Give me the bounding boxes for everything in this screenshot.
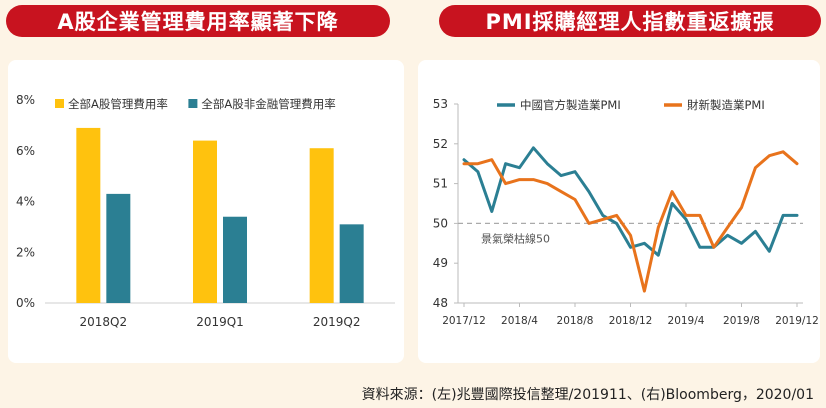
legend-label: 全部A股非金融管理費用率 bbox=[201, 97, 335, 111]
bar-all-a-share bbox=[309, 148, 334, 303]
bar-y-tick-label: 8% bbox=[16, 93, 35, 107]
line-y-tick-label: 53 bbox=[433, 97, 448, 111]
line-y-tick-label: 52 bbox=[433, 137, 448, 151]
line-x-tick-label: 2018/4 bbox=[501, 315, 538, 327]
bar-y-tick-label: 6% bbox=[16, 144, 35, 158]
bar-category-label: 2019Q2 bbox=[313, 315, 361, 329]
source-note: 資料來源：(左)兆豐國際投信整理/201911、(右)Bloomberg，202… bbox=[361, 387, 814, 403]
bar-category-label: 2018Q2 bbox=[80, 315, 128, 329]
legend-label: 全部A股管理費用率 bbox=[68, 97, 168, 111]
legend-label: 中國官方製造業PMI bbox=[520, 98, 621, 112]
legend-swatch bbox=[188, 99, 198, 108]
bar-y-tick-label: 4% bbox=[16, 195, 35, 209]
left-panel-title: A股企業管理費用率顯著下降 bbox=[6, 5, 390, 37]
line-x-tick-label: 2018/12 bbox=[609, 315, 653, 327]
line-chart-card bbox=[418, 60, 820, 363]
line-x-tick-label: 2019/8 bbox=[723, 315, 760, 327]
bar-non-financial bbox=[223, 216, 247, 303]
line-x-tick-label: 2019/4 bbox=[668, 315, 705, 327]
line-x-tick-label: 2017/12 bbox=[442, 315, 486, 327]
bar-non-financial bbox=[339, 224, 364, 303]
bar-all-a-share bbox=[193, 140, 217, 303]
bar-y-tick-label: 0% bbox=[16, 296, 35, 310]
legend-label: 財新製造業PMI bbox=[687, 98, 765, 112]
line-y-tick-label: 49 bbox=[433, 256, 448, 270]
line-x-tick-label: 2019/12 bbox=[775, 315, 819, 327]
line-y-tick-label: 50 bbox=[433, 216, 448, 230]
bar-non-financial bbox=[106, 193, 131, 303]
bar-all-a-share bbox=[76, 127, 101, 303]
reference-line-label: 景氣榮枯線50 bbox=[481, 231, 550, 245]
series-line-official-pmi bbox=[462, 146, 799, 257]
right-panel-title: PMI採購經理人指數重返擴張 bbox=[439, 5, 821, 37]
line-y-tick-label: 48 bbox=[433, 296, 448, 310]
bar-category-label: 2019Q1 bbox=[196, 315, 244, 329]
line-x-tick-label: 2018/8 bbox=[557, 315, 594, 327]
legend-swatch bbox=[55, 99, 64, 108]
line-y-tick-label: 51 bbox=[433, 177, 448, 191]
bar-y-tick-label: 2% bbox=[16, 245, 35, 259]
series-line-caixin-pmi bbox=[462, 150, 799, 293]
